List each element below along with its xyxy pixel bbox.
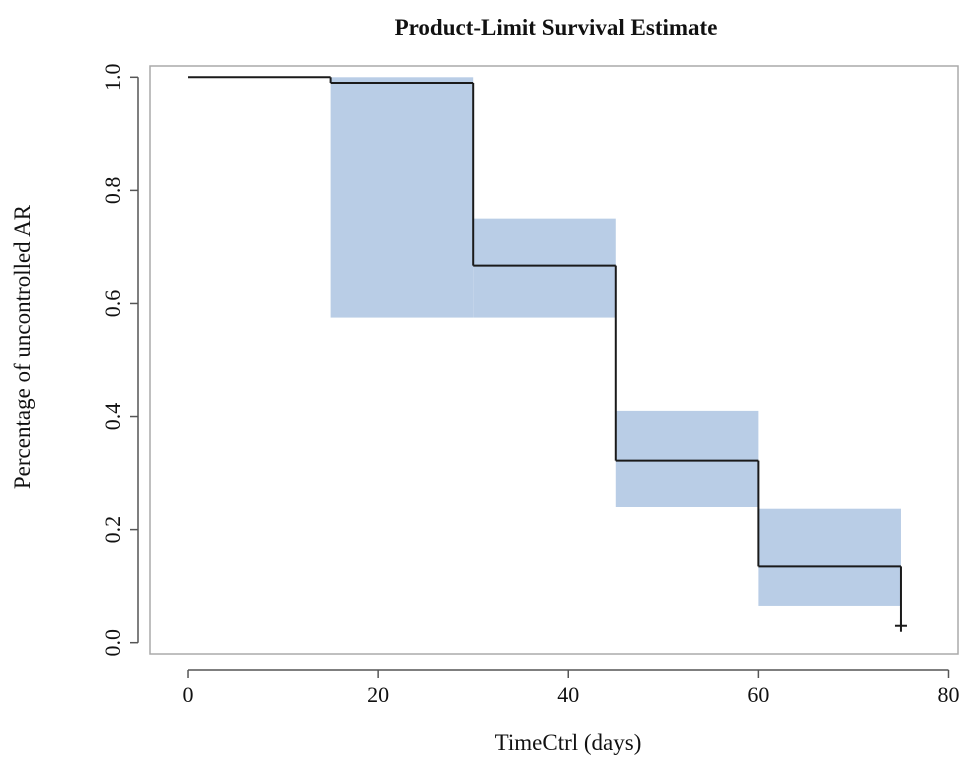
y-tick-label-1: 0.2	[100, 516, 125, 544]
chart-title: Product-Limit Survival Estimate	[395, 15, 718, 40]
y-tick-label-3: 0.6	[100, 290, 125, 318]
confidence-band-3	[758, 508, 901, 606]
y-tick-label-2: 0.4	[100, 403, 125, 431]
y-tick-label-5: 1.0	[100, 64, 125, 92]
plot-frame	[149, 65, 959, 655]
y-axis-label: Percentage of uncontrolled AR	[10, 204, 35, 489]
x-tick-label-4: 80	[937, 682, 959, 707]
y-tick-label-4: 0.8	[100, 177, 125, 205]
x-axis-label: TimeCtrl (days)	[495, 730, 642, 755]
confidence-band-layer	[330, 77, 901, 606]
axes-layer: 0 20 40 60 80 0.0 0.2 0.4 0.6 0.8 1.0	[100, 64, 959, 707]
x-tick-label-0: 0	[183, 682, 194, 707]
survival-curve-layer	[188, 76, 907, 632]
x-tick-label-1: 20	[367, 682, 389, 707]
confidence-band-2	[615, 410, 759, 507]
confidence-band-1	[473, 218, 616, 318]
y-tick-label-0: 0.0	[100, 629, 125, 657]
x-tick-label-2: 40	[557, 682, 579, 707]
x-tick-label-3: 60	[747, 682, 769, 707]
confidence-band-0	[330, 77, 474, 318]
